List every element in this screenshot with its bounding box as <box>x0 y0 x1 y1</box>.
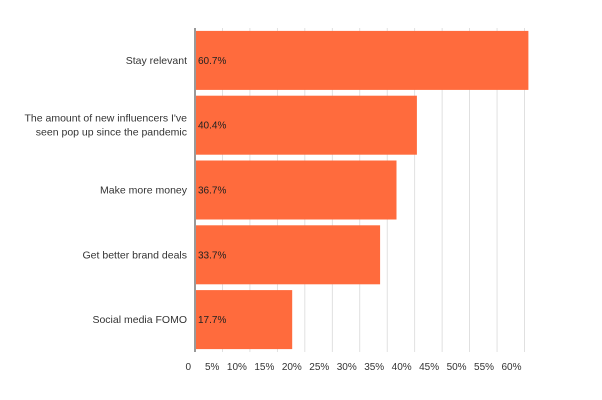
data-label: 36.7% <box>198 186 226 197</box>
x-tick-label: 0 <box>185 362 191 373</box>
x-tick-label: 50% <box>447 362 467 373</box>
x-tick-label: 40% <box>392 362 412 373</box>
category-label: Make more money <box>100 185 188 197</box>
x-tick-label: 25% <box>309 362 329 373</box>
x-tick-label: 15% <box>254 362 274 373</box>
data-label: 17.7% <box>198 315 226 326</box>
data-label: 40.4% <box>198 121 226 132</box>
data-labels: 60.7% 40.4% 36.7% 33.7% 17.7% <box>198 56 226 326</box>
bars <box>196 30 529 350</box>
bar <box>196 160 397 220</box>
x-tick-label: 30% <box>337 362 357 373</box>
category-label: Social media FOMO <box>92 314 187 326</box>
x-tick-label: 5% <box>205 362 220 373</box>
x-axis-tick-labels: 0 5% 10% 15% 20% 25% 30% 35% 40% 45% 50% 55% 60% <box>185 362 521 373</box>
bar <box>196 225 381 285</box>
x-tick-label: 45% <box>419 362 439 373</box>
category-label: Stay relevant <box>126 55 187 67</box>
bar <box>196 290 293 350</box>
category-label: The amount of new influencers I've seen p… <box>24 113 187 139</box>
category-labels: Stay relevant The amount of new influence… <box>24 55 187 326</box>
x-tick-label: 55% <box>474 362 494 373</box>
bar <box>196 95 417 155</box>
data-label: 60.7% <box>198 56 226 67</box>
data-label: 33.7% <box>198 250 226 261</box>
category-label: Get better brand deals <box>83 249 187 261</box>
x-tick-label: 10% <box>227 362 247 373</box>
x-tick-label: 60% <box>501 362 521 373</box>
x-tick-label: 20% <box>282 362 302 373</box>
x-tick-label: 35% <box>364 362 384 373</box>
bar <box>196 30 529 90</box>
